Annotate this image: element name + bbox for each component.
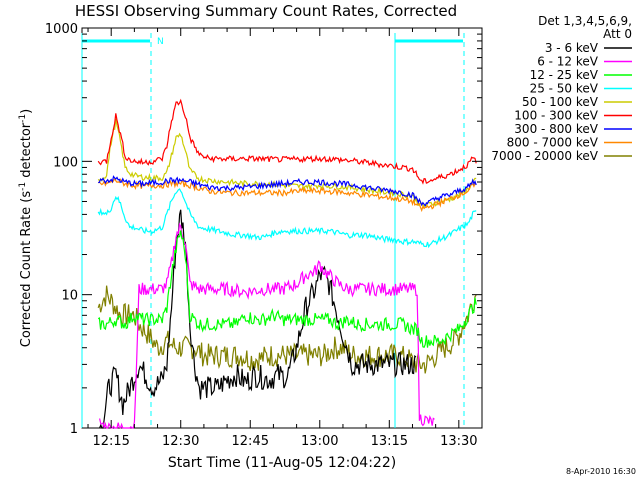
x-tick-label-0: 12:15 — [92, 434, 129, 449]
series-line-2 — [97, 230, 477, 348]
y-axis-label-sup-2: -1 — [18, 114, 28, 123]
y-tick-label-1: 10 — [61, 289, 78, 304]
series-line-5 — [97, 98, 477, 185]
x-axis-label: Start Time (11-Aug-05 12:04:22) — [168, 455, 396, 471]
y-axis-ticks: 1 10 100 1000 — [45, 22, 482, 437]
series-line-4 — [97, 118, 477, 208]
y-axis-label-part-3: ) — [19, 109, 34, 114]
legend-label-4: 50 - 100 keV — [522, 95, 599, 109]
series-line-6 — [98, 175, 477, 207]
series-layer — [97, 98, 477, 429]
series-line-7 — [97, 177, 477, 213]
x-tick-label-2: 12:45 — [232, 434, 269, 449]
x-tick-label-3: 13:00 — [301, 434, 338, 449]
series-line-0 — [99, 209, 417, 429]
legend-label-2: 12 - 25 keV — [530, 68, 599, 82]
x-axis-ticks: 12:15 12:30 12:45 13:00 13:15 13:30 — [87, 28, 483, 449]
x-tick-label-5: 13:30 — [440, 434, 477, 449]
y-axis-label-part-2: detector — [19, 122, 34, 182]
legend-label-1: 6 - 12 keV — [537, 55, 599, 69]
legend-label-7: 800 - 7000 keV — [507, 136, 599, 150]
chart-title: HESSI Observing Summary Count Rates, Cor… — [75, 2, 457, 20]
y-tick-label-2: 100 — [53, 155, 78, 170]
legend-header-line-2: Att 0 — [603, 27, 632, 41]
legend-label-0: 3 - 6 keV — [545, 41, 599, 55]
footer-date: 8-Apr-2010 16:30 — [566, 467, 636, 476]
legend-label-5: 100 - 300 keV — [514, 109, 598, 123]
x-tick-label-1: 12:30 — [162, 434, 199, 449]
series-line-1 — [99, 222, 435, 429]
series-line-8 — [97, 285, 477, 374]
series-line-3 — [97, 188, 477, 249]
legend-label-6: 300 - 800 keV — [514, 122, 598, 136]
legend-header-line-1: Det 1,3,4,5,6,9, — [538, 14, 632, 28]
y-axis-label: Corrected Count Rate (s-1 detector-1) — [18, 109, 34, 347]
legend-label-8: 7000 - 20000 keV — [491, 149, 598, 163]
legend-label-3: 25 - 50 keV — [530, 82, 599, 96]
y-tick-label-3: 1000 — [45, 22, 78, 37]
y-tick-label-0: 1 — [70, 422, 78, 437]
x-tick-label-4: 13:15 — [371, 434, 408, 449]
y-axis-label-sup-1: -1 — [18, 182, 28, 191]
y-axis-label-part-1: Corrected Count Rate (s — [19, 191, 34, 348]
annotation-n: N — [157, 37, 164, 47]
